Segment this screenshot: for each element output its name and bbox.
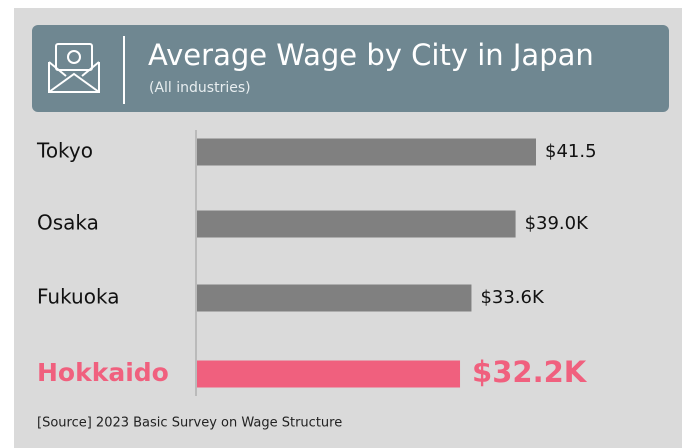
source-note: [Source] 2023 Basic Survey on Wage Struc… <box>37 416 342 431</box>
bar <box>197 360 461 388</box>
header <box>32 25 669 112</box>
category-label: Fukuoka <box>37 285 119 309</box>
bar <box>197 138 536 166</box>
value-label: $39.0K <box>525 213 590 234</box>
chart-title: Average Wage by City in Japan <box>148 38 594 72</box>
chart-subtitle: (All industries) <box>149 80 251 96</box>
bar <box>197 284 472 312</box>
money-icon <box>48 43 100 93</box>
bar <box>197 210 516 238</box>
value-label: $32.2K <box>472 355 588 389</box>
value-label: $41.5 <box>545 141 597 162</box>
category-label: Hokkaido <box>37 358 169 387</box>
category-label: Tokyo <box>36 139 93 163</box>
category-label: Osaka <box>37 211 99 235</box>
value-label: $33.6K <box>480 287 545 308</box>
